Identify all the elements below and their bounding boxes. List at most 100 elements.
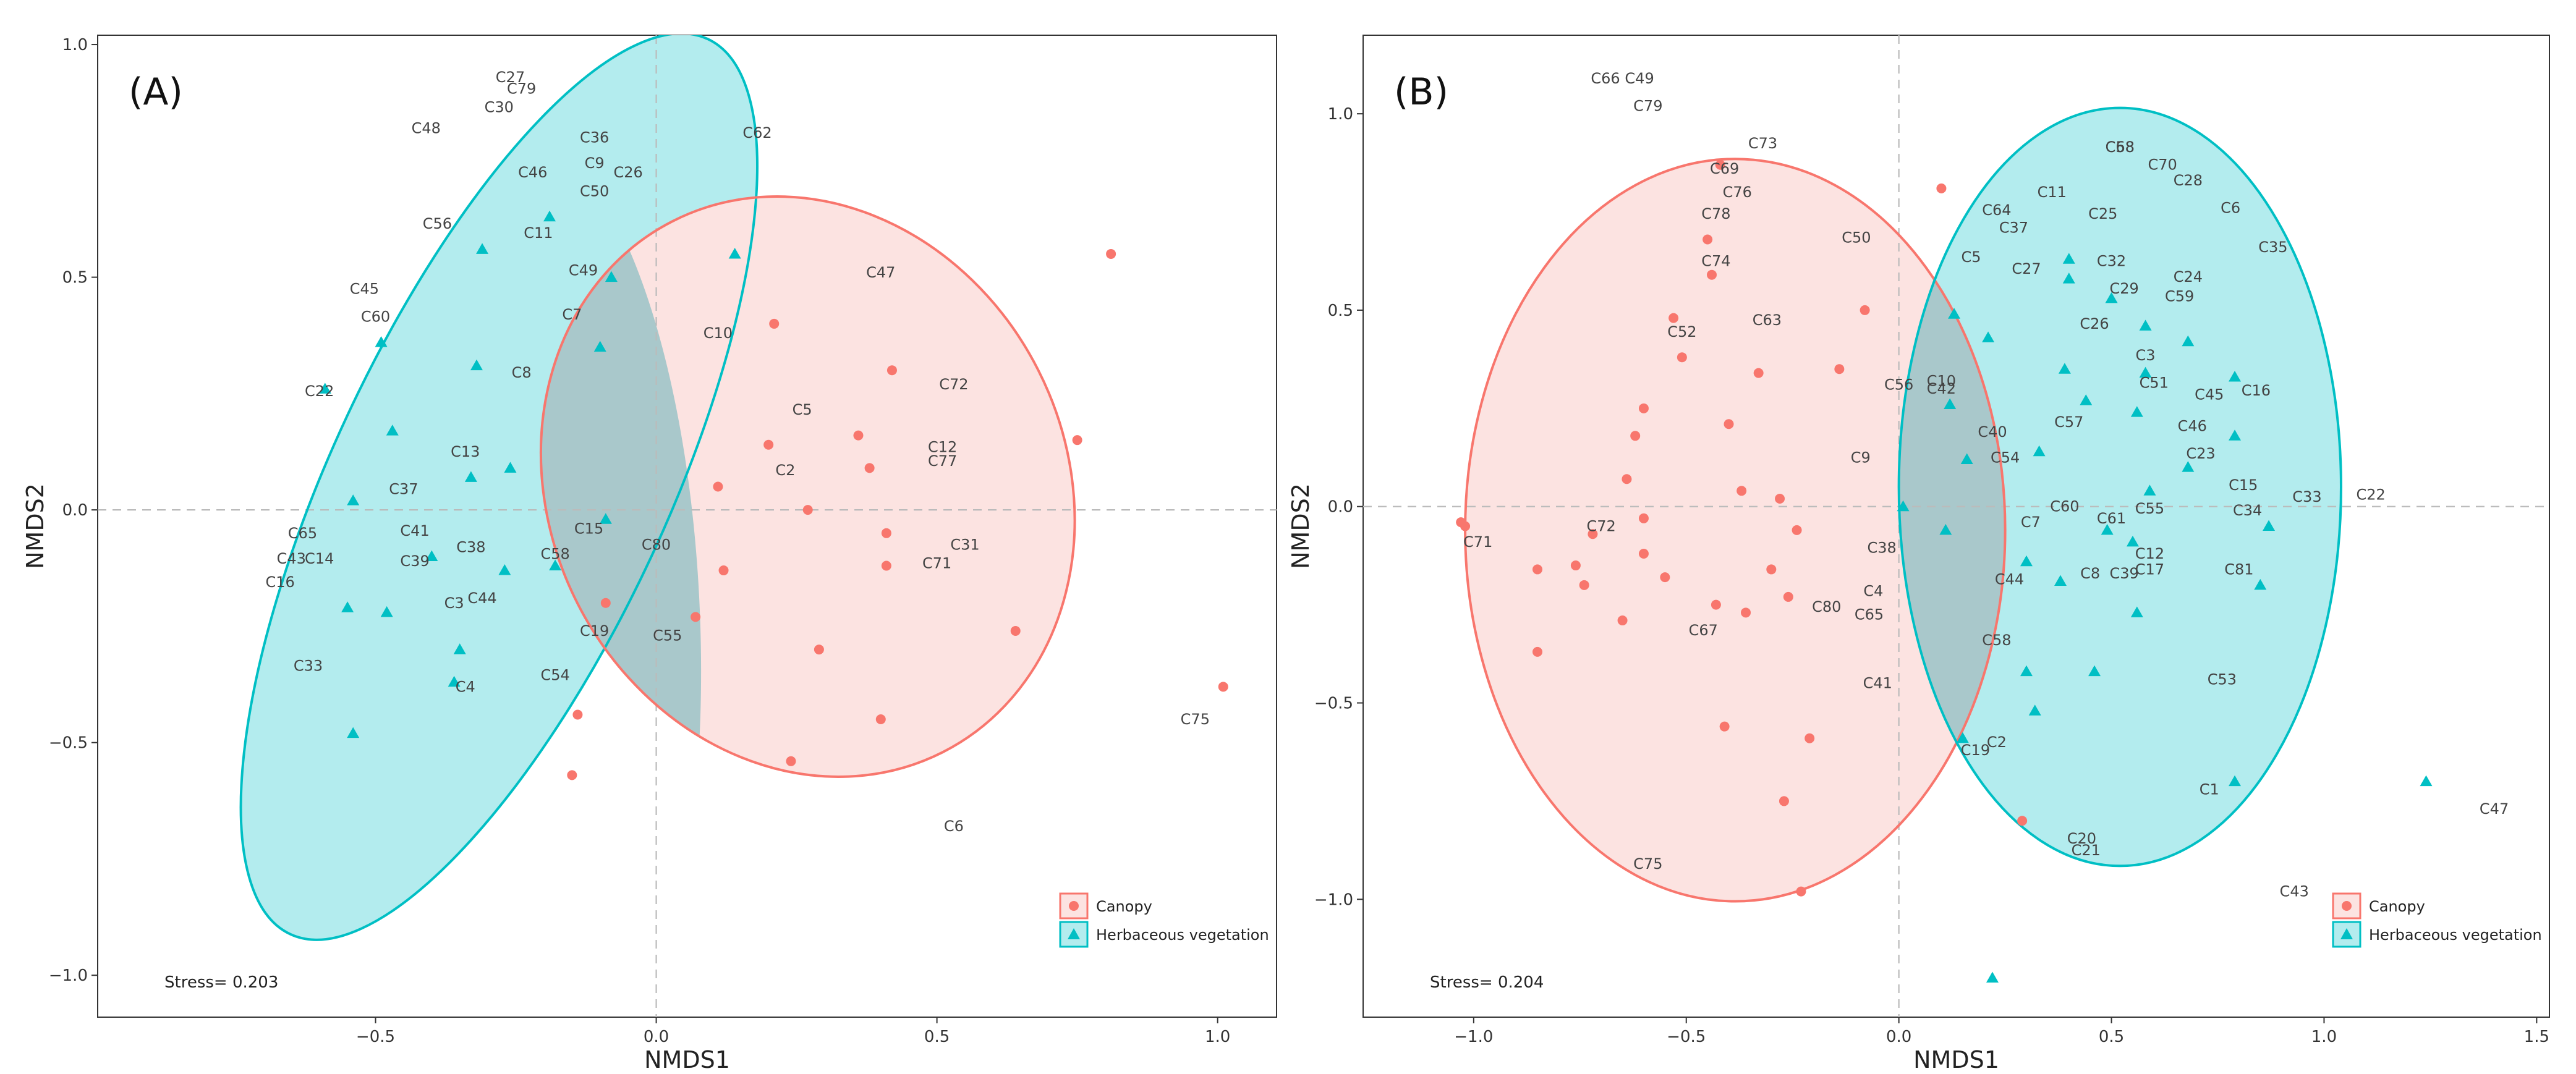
herb-point <box>2054 575 2067 586</box>
species-label: C58 <box>540 546 569 563</box>
species-label: C65 <box>288 525 317 542</box>
legend-label-canopy: Canopy <box>2369 898 2425 915</box>
canopy-point <box>1702 234 1713 245</box>
species-label: C60 <box>2050 498 2079 515</box>
herb-point <box>2062 273 2075 284</box>
species-label: C76 <box>1723 184 1752 201</box>
herb-point <box>2080 394 2093 405</box>
canopy-point <box>769 318 780 329</box>
herb-point <box>2420 775 2433 787</box>
species-label: C35 <box>2258 239 2287 256</box>
species-label: C80 <box>1812 598 1841 615</box>
species-label: C1 <box>2200 780 2219 798</box>
species-label: C20 <box>2067 830 2096 847</box>
x-tick-label: 0.5 <box>2099 1028 2124 1046</box>
species-label: C73 <box>1748 135 1777 152</box>
canopy-point <box>881 528 891 538</box>
canopy-point <box>572 709 583 720</box>
herb-point <box>1956 732 1969 743</box>
legend: Canopy Herbaceous vegetation <box>1059 892 1269 948</box>
herb-point <box>470 359 483 371</box>
x-tick-label: −0.5 <box>1667 1028 1706 1046</box>
species-label: C64 <box>1982 201 2011 219</box>
herb-point <box>2058 363 2071 374</box>
canopy-point <box>1736 486 1747 496</box>
species-label: C51 <box>2140 374 2169 392</box>
herb-point <box>318 383 331 394</box>
species-label: C36 <box>580 129 609 146</box>
species-label: C49 <box>1625 70 1654 87</box>
canopy-point <box>886 365 897 376</box>
species-label: C26 <box>614 164 643 181</box>
species-label: C67 <box>1689 622 1718 639</box>
species-label: C47 <box>2480 800 2509 818</box>
y-axis-title: NMDS2 <box>1287 483 1314 569</box>
canopy-point <box>1570 560 1581 571</box>
canopy-point <box>853 430 864 441</box>
x-tick-label: 1.5 <box>2524 1028 2549 1046</box>
canopy-point <box>1860 305 1870 315</box>
herb-ellipse-outline <box>239 35 759 941</box>
canopy-point <box>1588 529 1598 539</box>
species-label: C54 <box>1991 449 2020 466</box>
species-label: C62 <box>742 124 772 142</box>
panel-label: (A) <box>129 70 183 114</box>
species-label: C23 <box>2186 445 2215 462</box>
canopy-point <box>567 770 577 780</box>
species-label: C33 <box>2292 488 2321 505</box>
canopy-point <box>1834 364 1845 374</box>
species-label: C9 <box>585 154 605 172</box>
panel-label: (B) <box>1394 70 1448 114</box>
y-tick-label: −0.5 <box>1314 695 1353 713</box>
canopy-point <box>864 463 875 473</box>
y-tick-label: 0.5 <box>1328 302 1353 320</box>
species-label: C30 <box>485 99 514 116</box>
canopy-point <box>1660 572 1670 583</box>
canopy-point <box>875 714 886 725</box>
species-label: C12 <box>2135 545 2164 562</box>
herb-point <box>347 727 360 738</box>
species-label: C58 <box>2106 138 2135 156</box>
y-tick-label: −0.5 <box>49 734 88 753</box>
x-tick-label: −1.0 <box>1454 1028 1493 1046</box>
species-label: C39 <box>2110 565 2139 582</box>
canopy-point <box>1715 159 1725 170</box>
canopy-point <box>1753 368 1764 378</box>
species-label: C77 <box>928 452 957 470</box>
species-label: C24 <box>2174 268 2203 285</box>
canopy-point <box>1106 248 1116 259</box>
species-label: C3 <box>2136 347 2156 364</box>
species-label: C43 <box>2280 883 2309 900</box>
herb-point <box>2126 535 2139 547</box>
canopy-point <box>881 560 891 571</box>
canopy-point <box>1741 607 1751 618</box>
canopy-point <box>600 598 611 608</box>
canopy-ellipse-fill <box>1465 159 2005 902</box>
herb-point <box>2101 523 2114 535</box>
canopy-point <box>1638 513 1649 523</box>
species-label: C44 <box>467 590 496 607</box>
herb-point <box>2263 520 2276 531</box>
canopy-point <box>1532 564 1543 575</box>
species-label: C39 <box>400 552 429 570</box>
species-label: C66 <box>1591 70 1620 87</box>
canopy-point <box>1072 435 1082 446</box>
canopy-point <box>1711 599 1721 610</box>
species-label: C56 <box>1884 376 1913 394</box>
species-label: C10 <box>704 324 733 342</box>
canopy-point <box>1617 615 1628 626</box>
herb-point <box>2105 292 2118 303</box>
species-label: C70 <box>2148 156 2177 174</box>
species-label: C68 <box>2106 138 2135 156</box>
species-label: C25 <box>2088 205 2117 222</box>
x-axis-title: NMDS1 <box>644 1046 730 1073</box>
canopy-point <box>1677 352 1687 363</box>
species-label: C11 <box>524 224 553 242</box>
species-label: C79 <box>507 80 536 98</box>
species-label: C2 <box>1987 734 2007 751</box>
species-label: C49 <box>569 261 598 279</box>
y-tick-label: 0.5 <box>62 269 88 287</box>
x-tick-label: 0.5 <box>924 1028 950 1046</box>
canopy-point <box>1707 269 1717 280</box>
